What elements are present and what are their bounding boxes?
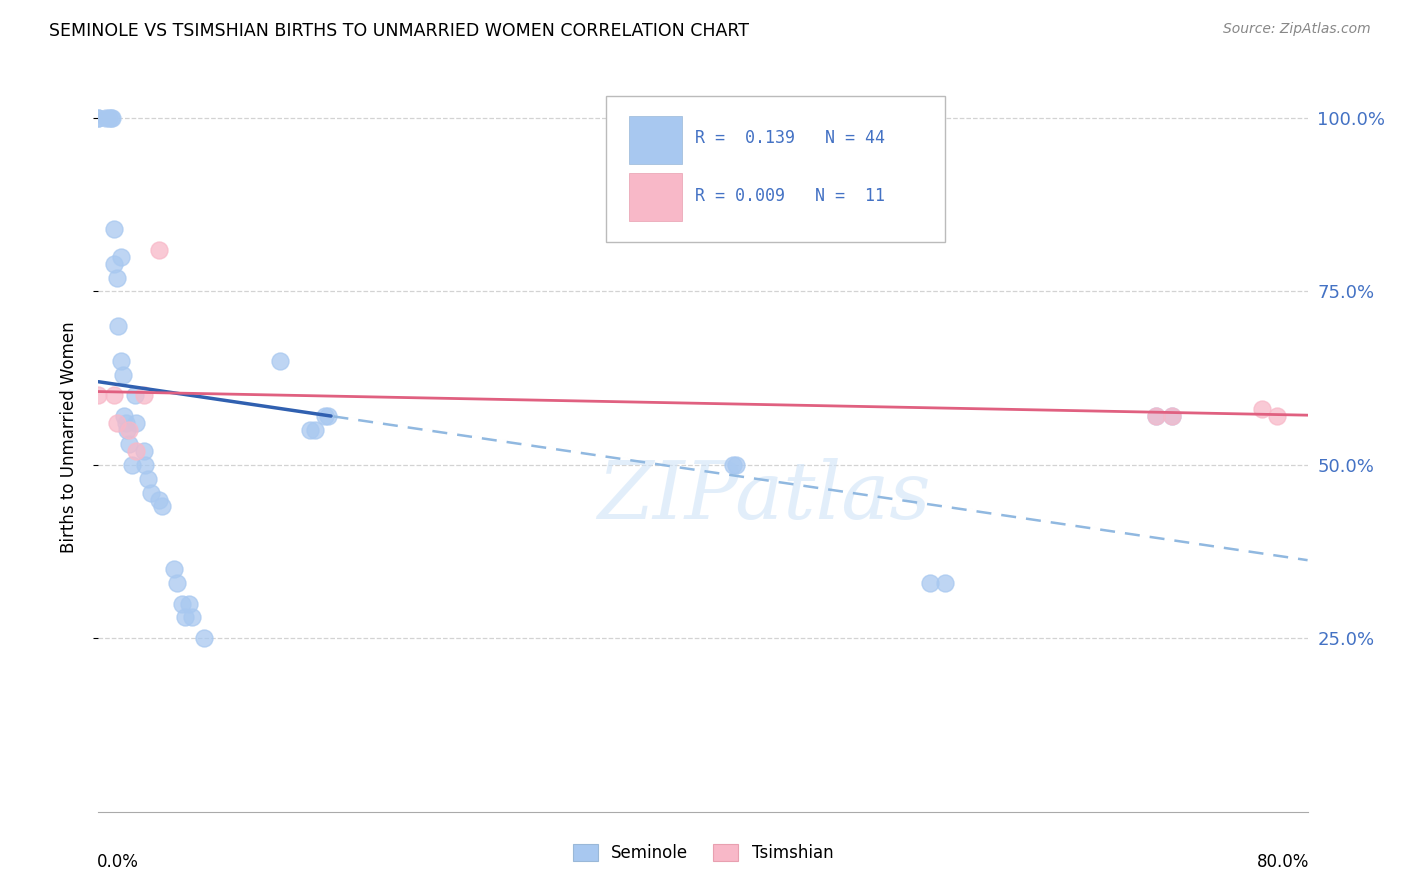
Text: 0.0%: 0.0% <box>97 853 139 871</box>
Point <box>269 353 291 368</box>
Text: ZIPatlas: ZIPatlas <box>596 458 931 536</box>
Point <box>1251 402 1274 417</box>
Point <box>141 485 163 500</box>
Point <box>193 632 215 646</box>
Point <box>316 409 339 424</box>
Point <box>110 353 132 368</box>
Point <box>723 458 745 472</box>
Point <box>125 444 148 458</box>
Legend: Seminole, Tsimshian: Seminole, Tsimshian <box>568 838 838 867</box>
Point <box>150 500 173 514</box>
Point <box>98 111 121 125</box>
Point <box>299 423 322 437</box>
Point <box>1144 409 1167 424</box>
Text: R =  0.139   N = 44: R = 0.139 N = 44 <box>695 129 884 147</box>
Point <box>111 368 134 382</box>
FancyBboxPatch shape <box>606 96 945 243</box>
Point <box>170 597 193 611</box>
Point <box>101 111 124 125</box>
Point <box>100 111 122 125</box>
Point <box>1160 409 1182 424</box>
Point <box>118 423 141 437</box>
Point <box>114 416 136 430</box>
Point <box>725 458 748 472</box>
FancyBboxPatch shape <box>630 116 682 163</box>
Point <box>132 444 155 458</box>
Text: R = 0.009   N =  11: R = 0.009 N = 11 <box>695 186 884 205</box>
Point <box>121 458 143 472</box>
Point <box>918 575 941 590</box>
Point <box>110 250 132 264</box>
Point <box>148 243 170 257</box>
Point <box>115 423 138 437</box>
Point <box>124 388 146 402</box>
Point <box>87 111 110 125</box>
Point <box>166 575 188 590</box>
Point <box>105 270 128 285</box>
Point <box>87 111 110 125</box>
Y-axis label: Births to Unmarried Women: Births to Unmarried Women <box>59 321 77 553</box>
Point <box>173 610 195 624</box>
Point <box>1144 409 1167 424</box>
Point <box>107 319 129 334</box>
Point <box>1267 409 1289 424</box>
Point <box>163 562 186 576</box>
Point <box>103 222 125 236</box>
Point <box>134 458 156 472</box>
Point <box>148 492 170 507</box>
Point <box>103 388 125 402</box>
Text: 80.0%: 80.0% <box>1257 853 1309 871</box>
Point <box>105 416 128 430</box>
Point <box>304 423 326 437</box>
Point <box>179 597 201 611</box>
Point <box>934 575 956 590</box>
Point <box>103 257 125 271</box>
Text: SEMINOLE VS TSIMSHIAN BIRTHS TO UNMARRIED WOMEN CORRELATION CHART: SEMINOLE VS TSIMSHIAN BIRTHS TO UNMARRIE… <box>49 22 749 40</box>
Point <box>112 409 135 424</box>
Point <box>314 409 336 424</box>
Point <box>132 388 155 402</box>
Point <box>87 388 110 402</box>
Point <box>118 437 141 451</box>
Point <box>125 416 148 430</box>
Point <box>136 472 159 486</box>
Text: Source: ZipAtlas.com: Source: ZipAtlas.com <box>1223 22 1371 37</box>
Point <box>94 111 117 125</box>
FancyBboxPatch shape <box>630 173 682 221</box>
Point <box>181 610 204 624</box>
Point <box>1160 409 1182 424</box>
